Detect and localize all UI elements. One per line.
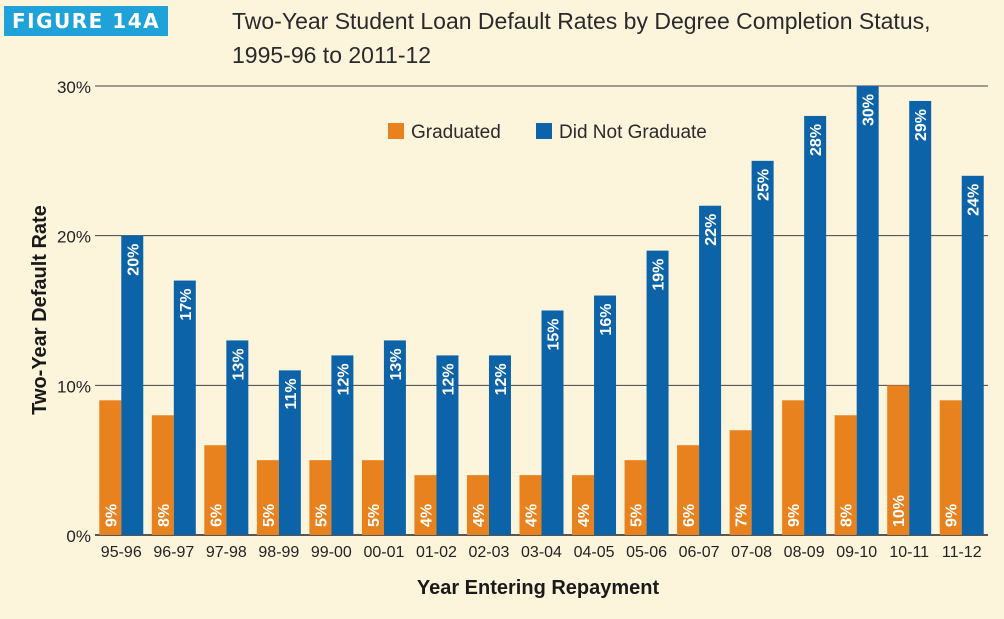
bar-graduated — [99, 400, 122, 535]
data-label-did-not-graduate: 25% — [756, 169, 773, 201]
data-label-did-not-graduate: 13% — [230, 348, 247, 380]
x-tick-label: 95-96 — [101, 544, 142, 561]
x-tick-label: 10-11 — [889, 544, 929, 561]
bar-did-not-graduate — [226, 340, 249, 535]
data-label-graduated: 4% — [471, 504, 488, 527]
x-tick-label: 99-00 — [311, 544, 352, 561]
bar-did-not-graduate — [699, 205, 722, 535]
x-tick-label: 00-01 — [363, 544, 404, 561]
data-label-did-not-graduate: 28% — [808, 124, 825, 156]
bar-graduated — [572, 475, 595, 535]
legend-swatch-graduated — [388, 123, 404, 139]
bar-did-not-graduate — [488, 355, 511, 535]
bar-graduated — [677, 445, 700, 535]
data-label-graduated: 6% — [681, 504, 698, 527]
data-label-graduated: 8% — [839, 504, 856, 527]
bar-did-not-graduate — [436, 355, 459, 535]
data-label-graduated: 5% — [366, 504, 383, 527]
data-label-did-not-graduate: 19% — [651, 259, 668, 291]
x-tick-label: 11-12 — [942, 544, 982, 561]
bar-graduated — [939, 400, 962, 535]
bar-did-not-graduate — [541, 310, 564, 535]
bar-graduated — [887, 385, 910, 535]
bar-graduated — [361, 460, 384, 535]
data-label-graduated: 5% — [261, 504, 278, 527]
bar-graduated — [834, 415, 857, 535]
data-label-did-not-graduate: 24% — [966, 184, 983, 216]
y-tick-label: 10% — [57, 377, 91, 396]
bar-did-not-graduate — [121, 235, 144, 535]
x-tick-label: 97-98 — [206, 544, 247, 561]
data-label-graduated: 5% — [629, 504, 646, 527]
legend-label-graduated: Graduated — [411, 122, 501, 143]
bar-graduated — [466, 475, 489, 535]
x-tick-label: 02-03 — [469, 544, 510, 561]
bar-did-not-graduate — [278, 370, 301, 535]
data-label-did-not-graduate: 30% — [861, 94, 878, 126]
y-tick-label: 20% — [57, 228, 91, 247]
bar-did-not-graduate — [173, 280, 196, 535]
bar-did-not-graduate — [804, 115, 827, 535]
data-label-graduated: 6% — [208, 504, 225, 527]
data-label-did-not-graduate: 13% — [388, 348, 405, 380]
bar-graduated — [519, 475, 542, 535]
figure-title: Two-Year Student Loan Default Rates by D… — [232, 8, 931, 68]
data-label-did-not-graduate: 20% — [125, 244, 142, 276]
data-label-did-not-graduate: 12% — [493, 363, 510, 395]
figure-label: FIGURE 14A — [4, 6, 169, 36]
x-tick-label: 09-10 — [836, 544, 877, 561]
bar-did-not-graduate — [961, 175, 984, 536]
data-label-did-not-graduate: 12% — [335, 363, 352, 395]
data-label-graduated: 4% — [418, 504, 435, 527]
y-axis-title: Two-Year Default Rate — [29, 205, 51, 415]
data-label-graduated: 9% — [786, 504, 803, 527]
bar-graduated — [204, 445, 227, 535]
data-label-graduated: 9% — [944, 504, 961, 527]
bar-did-not-graduate — [909, 100, 932, 535]
bar-graduated — [309, 460, 332, 535]
bar-did-not-graduate — [594, 295, 617, 535]
bar-did-not-graduate — [751, 160, 774, 536]
bar-graduated — [151, 415, 174, 535]
data-label-did-not-graduate: 16% — [598, 304, 615, 336]
data-label-did-not-graduate: 29% — [913, 109, 930, 141]
data-label-did-not-graduate: 15% — [546, 319, 563, 351]
bar-graduated — [624, 460, 647, 535]
y-tick-label: 30% — [57, 78, 91, 97]
bar-graduated — [729, 430, 752, 535]
data-label-graduated: 8% — [156, 504, 173, 527]
bar-graduated — [782, 400, 805, 535]
bar-did-not-graduate — [646, 250, 669, 535]
x-tick-label: 04-05 — [574, 544, 615, 561]
x-tick-label: 06-07 — [679, 544, 720, 561]
data-label-graduated: 10% — [891, 495, 908, 527]
x-tick-label: 01-02 — [416, 544, 457, 561]
data-label-did-not-graduate: 11% — [283, 378, 300, 409]
legend-swatch-did-not-graduate — [536, 123, 552, 139]
data-label-graduated: 4% — [576, 504, 593, 527]
bar-did-not-graduate — [383, 340, 406, 535]
bar-graduated — [414, 475, 437, 535]
data-label-graduated: 5% — [313, 504, 330, 527]
data-label-graduated: 9% — [103, 504, 120, 527]
data-label-did-not-graduate: 12% — [440, 363, 457, 395]
data-label-graduated: 4% — [524, 504, 541, 527]
bar-did-not-graduate — [331, 355, 354, 535]
x-tick-label: 98-99 — [258, 544, 299, 561]
x-axis-title: Year Entering Repayment — [417, 577, 660, 599]
x-tick-label: 08-09 — [784, 544, 825, 561]
x-tick-label: 03-04 — [521, 544, 562, 561]
bar-graduated — [256, 460, 279, 535]
x-tick-label: 05-06 — [626, 544, 667, 561]
data-label-graduated: 7% — [734, 504, 751, 527]
x-tick-label: 96-97 — [153, 544, 194, 561]
x-tick-label: 07-08 — [731, 544, 772, 561]
data-label-did-not-graduate: 22% — [703, 214, 720, 246]
bar-did-not-graduate — [856, 86, 879, 535]
data-label-did-not-graduate: 17% — [178, 289, 195, 321]
legend-label-did-not-graduate: Did Not Graduate — [559, 122, 707, 143]
y-tick-label: 0% — [66, 527, 91, 546]
